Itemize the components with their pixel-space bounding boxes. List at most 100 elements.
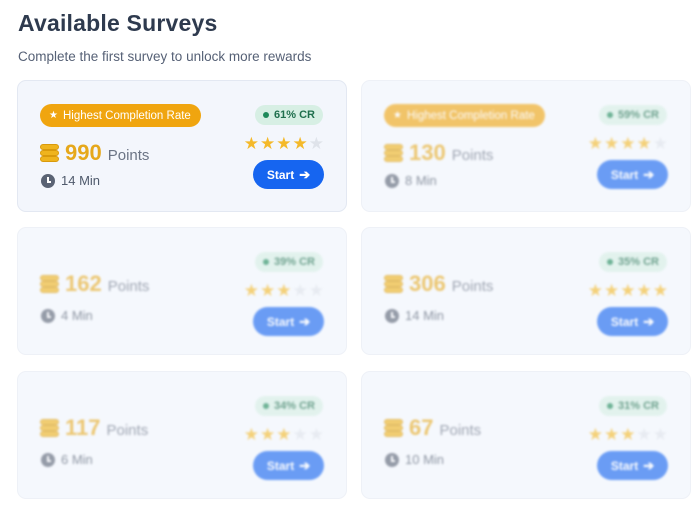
star-filled-icon: ★	[620, 134, 636, 153]
star-empty-icon: ★	[292, 281, 308, 300]
star-rating: ★ ★ ★ ★ ★	[588, 426, 668, 443]
start-button[interactable]: Start ➔	[253, 307, 324, 336]
arrow-right-icon: ➔	[643, 457, 655, 473]
star-filled-icon: ★	[604, 134, 620, 153]
star-filled-icon: ★	[243, 281, 259, 300]
status-dot-icon	[607, 259, 614, 265]
star-filled-icon: ★	[260, 425, 276, 444]
status-dot-icon	[263, 403, 270, 409]
points-value: 67	[409, 415, 434, 440]
completion-rate-label: 39% CR	[274, 256, 315, 268]
survey-card: 117 Points 6 Min 34% CR ★ ★ ★ ★ ★ Start ➔	[17, 371, 347, 499]
clock-icon	[41, 308, 55, 323]
star-filled-icon: ★	[292, 134, 308, 153]
status-dot-icon	[607, 403, 614, 409]
badge-label: Highest Completion Rate	[62, 109, 191, 122]
star-filled-icon: ★	[587, 281, 603, 300]
duration: 6 Min	[41, 452, 93, 467]
completion-rate-label: 31% CR	[618, 400, 659, 412]
start-button-label: Start	[266, 458, 295, 473]
star-icon: ★	[49, 109, 58, 121]
clock-icon	[385, 452, 399, 467]
star-filled-icon: ★	[604, 425, 620, 444]
star-filled-icon: ★	[260, 281, 276, 300]
completion-rate-badge: 61% CR	[255, 105, 323, 125]
duration-label: 6 Min	[61, 452, 93, 467]
star-rating: ★ ★ ★ ★ ★	[244, 426, 324, 443]
star-empty-icon: ★	[652, 134, 668, 153]
coins-icon	[384, 144, 403, 162]
star-empty-icon: ★	[308, 425, 324, 444]
points-value: 117	[65, 415, 101, 440]
duration-label: 4 Min	[61, 308, 93, 323]
points-value: 162	[65, 271, 102, 296]
coins-icon	[384, 419, 403, 437]
completion-rate-badge: 34% CR	[255, 396, 323, 416]
star-rating: ★ ★ ★ ★ ★	[588, 135, 668, 152]
star-empty-icon: ★	[308, 281, 324, 300]
star-filled-icon: ★	[620, 425, 636, 444]
status-dot-icon	[607, 112, 614, 118]
points-value: 130	[409, 140, 446, 165]
star-rating: ★ ★ ★ ★ ★	[244, 135, 324, 152]
duration-label: 8 Min	[405, 173, 437, 188]
duration: 4 Min	[41, 308, 93, 323]
coins-icon	[40, 275, 59, 293]
completion-rate-label: 34% CR	[274, 400, 315, 412]
star-filled-icon: ★	[604, 281, 620, 300]
duration: 14 Min	[41, 173, 100, 188]
star-filled-icon: ★	[243, 425, 259, 444]
survey-card: 162 Points 4 Min 39% CR ★ ★ ★ ★ ★ Start ➔	[17, 227, 347, 355]
start-button[interactable]: Start ➔	[597, 160, 668, 189]
points-value: 306	[409, 271, 446, 296]
points-label: Points	[451, 147, 494, 164]
badge-label: Highest Completion Rate	[406, 109, 535, 122]
start-button-label: Start	[610, 167, 639, 182]
coins-icon	[40, 419, 59, 437]
arrow-right-icon: ➔	[643, 313, 655, 329]
duration-label: 10 Min	[405, 452, 445, 467]
star-filled-icon: ★	[636, 281, 652, 300]
points-label: Points	[107, 278, 150, 295]
points-row: 130 Points	[384, 140, 493, 166]
clock-icon	[41, 173, 55, 188]
points-label: Points	[439, 422, 482, 439]
arrow-right-icon: ➔	[643, 166, 655, 182]
start-button[interactable]: Start ➔	[253, 451, 324, 480]
completion-rate-badge: 31% CR	[599, 396, 667, 416]
points-row: 67 Points	[384, 415, 481, 441]
arrow-right-icon: ➔	[299, 457, 311, 473]
star-rating: ★ ★ ★ ★ ★	[588, 282, 668, 299]
star-filled-icon: ★	[276, 425, 292, 444]
completion-rate-badge: 39% CR	[255, 252, 323, 272]
survey-card: 306 Points 14 Min 35% CR ★ ★ ★ ★ ★ Start ➔	[361, 227, 691, 355]
points-row: 162 Points	[40, 271, 149, 297]
completion-rate-label: 59% CR	[618, 109, 659, 121]
survey-card: ★ Highest Completion Rate 130 Points 8 M…	[361, 80, 691, 212]
page-subtitle: Complete the first survey to unlock more…	[18, 49, 312, 64]
arrow-right-icon: ➔	[299, 166, 311, 182]
star-filled-icon: ★	[620, 281, 636, 300]
start-button[interactable]: Start ➔	[597, 307, 668, 336]
start-button-label: Start	[266, 314, 295, 329]
points-label: Points	[106, 422, 149, 439]
page-title: Available Surveys	[18, 10, 218, 36]
completion-rate-badge: 59% CR	[599, 105, 667, 125]
arrow-right-icon: ➔	[299, 313, 311, 329]
points-row: 117 Points	[40, 415, 148, 441]
coins-icon	[384, 275, 403, 293]
star-empty-icon: ★	[308, 134, 324, 153]
star-filled-icon: ★	[652, 281, 668, 300]
star-empty-icon: ★	[652, 425, 668, 444]
points-row: 306 Points	[384, 271, 493, 297]
survey-card: ★ Highest Completion Rate 990 Points 14 …	[17, 80, 347, 212]
start-button[interactable]: Start ➔	[597, 451, 668, 480]
star-empty-icon: ★	[292, 425, 308, 444]
star-filled-icon: ★	[276, 281, 292, 300]
points-row: 990 Points	[40, 140, 149, 166]
clock-icon	[41, 452, 55, 467]
star-empty-icon: ★	[636, 425, 652, 444]
start-button[interactable]: Start ➔	[253, 160, 324, 189]
star-filled-icon: ★	[243, 134, 259, 153]
start-button-label: Start	[610, 314, 639, 329]
